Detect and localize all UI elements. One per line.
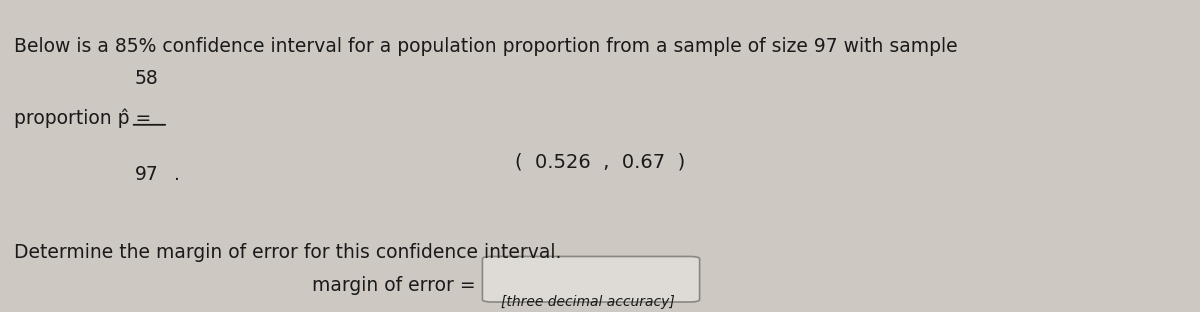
- Text: Determine the margin of error for this confidence interval.: Determine the margin of error for this c…: [14, 243, 562, 262]
- Text: .: .: [174, 165, 180, 184]
- Text: [three decimal accuracy]: [three decimal accuracy]: [502, 295, 674, 309]
- Text: 58: 58: [134, 69, 158, 87]
- Text: Below is a 85% confidence interval for a population proportion from a sample of : Below is a 85% confidence interval for a…: [14, 37, 958, 56]
- Text: margin of error =: margin of error =: [312, 276, 481, 295]
- Text: 97: 97: [134, 165, 158, 184]
- Text: (  0.526  ,  0.67  ): ( 0.526 , 0.67 ): [515, 153, 685, 172]
- FancyBboxPatch shape: [482, 256, 700, 302]
- Text: proportion p̂ =: proportion p̂ =: [14, 109, 151, 128]
